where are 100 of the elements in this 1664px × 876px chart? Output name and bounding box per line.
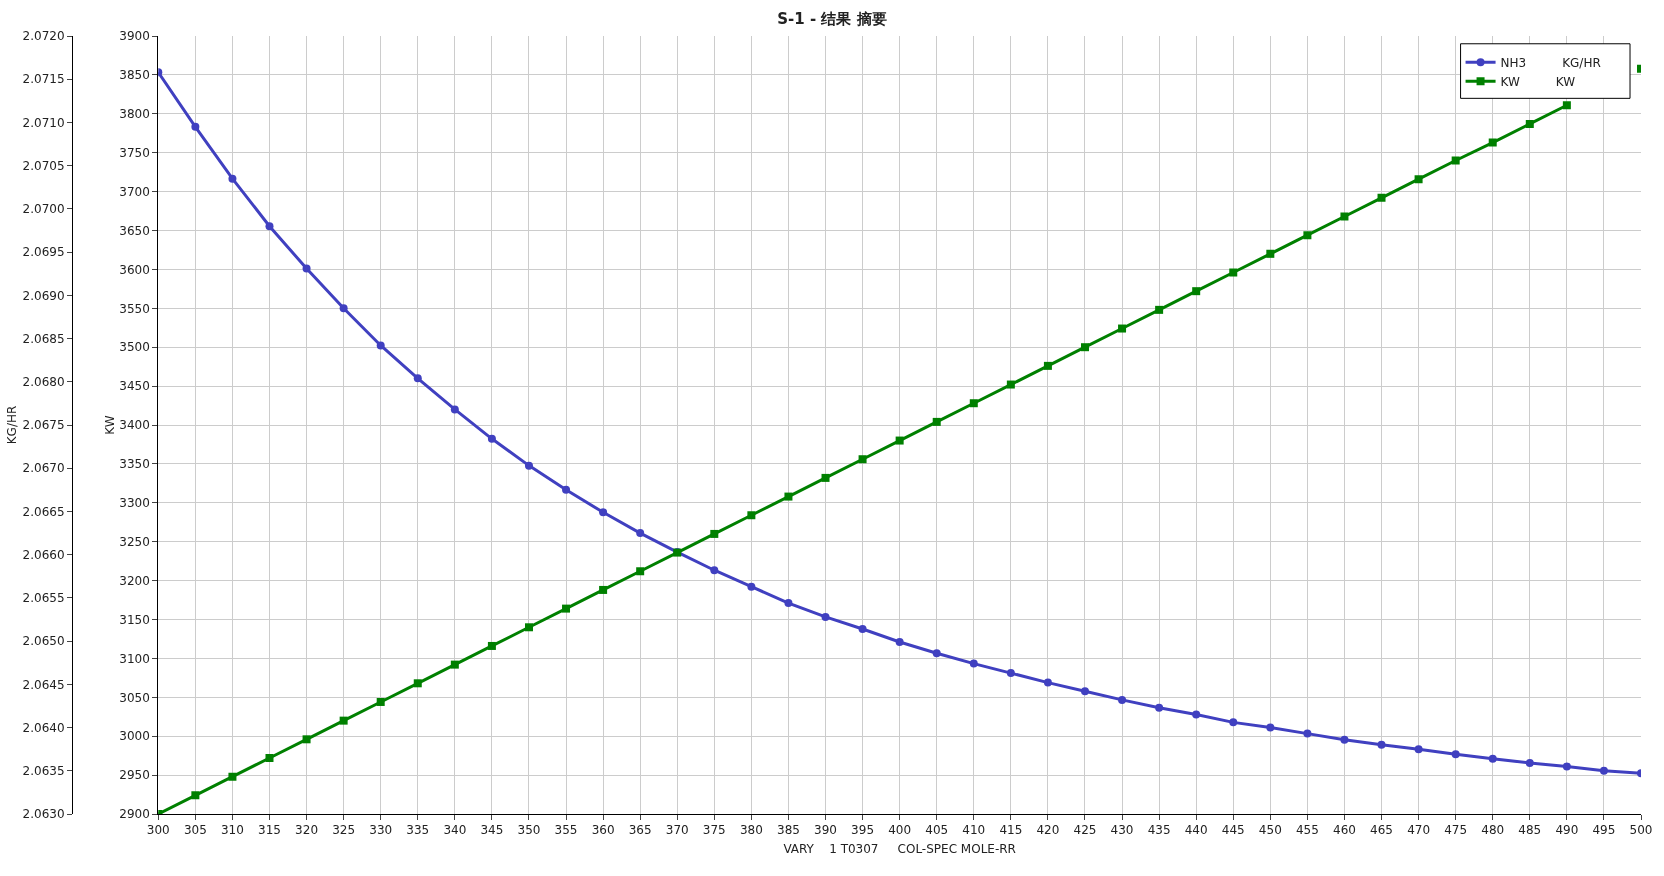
y2-tick-label: 3000 — [119, 729, 150, 744]
point — [1525, 119, 1534, 128]
point — [191, 122, 200, 131]
y-tick-label: 2.0645 — [22, 677, 65, 692]
y2-tick-label: 3600 — [119, 262, 150, 277]
point — [1303, 729, 1312, 738]
point — [747, 582, 756, 591]
y-tick-label: 2.0630 — [22, 807, 65, 822]
y-tick-label: 2.0660 — [22, 547, 65, 562]
y2-tick-label: 3650 — [119, 223, 150, 238]
point — [1488, 138, 1497, 147]
point — [562, 485, 571, 494]
x-tick-label: 440 — [1184, 823, 1208, 838]
x-tick-label: 400 — [888, 823, 912, 838]
point — [302, 264, 311, 273]
point — [450, 405, 459, 414]
point — [1229, 268, 1238, 277]
point — [413, 679, 422, 688]
y2-tick-label: 3750 — [119, 145, 150, 160]
x-tick-label: 465 — [1370, 823, 1393, 838]
point — [821, 473, 830, 482]
x-tick-label: 495 — [1592, 823, 1616, 838]
x-axis-title: VARY 1 T0307 COL-SPEC MOLE-RR — [783, 842, 1016, 857]
x-tick-label: 360 — [591, 823, 615, 838]
point — [636, 567, 645, 576]
point — [1562, 762, 1571, 771]
point — [1377, 193, 1386, 202]
point — [562, 604, 571, 613]
point — [1006, 669, 1015, 678]
x-tick-label: 355 — [554, 823, 578, 838]
x-tick-label: 370 — [665, 823, 689, 838]
x-tick-label: 410 — [962, 823, 986, 838]
y-tick-label: 2.0640 — [22, 720, 65, 735]
point — [1488, 754, 1497, 763]
x-tick-label: 395 — [851, 823, 875, 838]
x-tick-label: 450 — [1258, 823, 1282, 838]
point — [932, 649, 941, 658]
point — [1414, 175, 1423, 184]
point — [1229, 718, 1238, 727]
x-tick-label: 375 — [702, 823, 726, 838]
point — [228, 772, 237, 781]
point — [895, 436, 904, 445]
point — [1562, 101, 1571, 110]
x-tick-label: 305 — [183, 823, 207, 838]
point — [413, 374, 422, 383]
y-tick-label: 2.0635 — [22, 763, 65, 778]
x-tick-label: 310 — [220, 823, 244, 838]
point — [1080, 343, 1089, 352]
x-tick-label: 460 — [1333, 823, 1356, 838]
y2-tick-label: 3700 — [119, 184, 150, 199]
y2-tick-label: 3350 — [119, 457, 150, 472]
point — [1006, 380, 1015, 389]
x-tick-label: 320 — [295, 823, 319, 838]
point — [339, 304, 348, 313]
point — [487, 641, 496, 650]
point — [1266, 249, 1275, 258]
y-tick-label: 2.0720 — [22, 29, 65, 44]
point — [784, 492, 793, 501]
y2-tick-label: 2900 — [119, 807, 150, 822]
x-tick-label: 390 — [814, 823, 837, 838]
point — [1080, 687, 1089, 696]
y2-tick-label: 3300 — [119, 496, 150, 510]
x-tick-label: 455 — [1295, 823, 1319, 838]
y-tick-label: 2.0695 — [22, 245, 65, 260]
x-tick-label: 380 — [739, 823, 763, 838]
x-tick-label: 315 — [258, 823, 281, 838]
point — [376, 341, 385, 350]
point — [969, 659, 978, 668]
point — [747, 511, 756, 520]
point — [1599, 766, 1608, 775]
point — [895, 637, 904, 646]
point — [487, 434, 496, 443]
y2-tick-label: 3500 — [119, 340, 150, 355]
x-tick-label: 480 — [1481, 823, 1505, 838]
x-tick-label: 500 — [1629, 823, 1653, 838]
y-axis-title: KG/HR — [4, 405, 19, 445]
x-tick-label: 430 — [1110, 823, 1134, 838]
x-tick-label: 490 — [1555, 823, 1579, 838]
point — [265, 222, 274, 231]
point — [1118, 324, 1127, 333]
x-tick-label: 325 — [332, 823, 356, 838]
point — [1043, 678, 1052, 687]
y-tick-label: 2.0675 — [22, 418, 65, 433]
point — [858, 455, 867, 464]
y2-tick-label: 3850 — [119, 68, 150, 83]
legend-label: KW KW — [1500, 74, 1576, 89]
point — [228, 174, 237, 183]
point — [599, 585, 608, 594]
point — [636, 529, 645, 538]
point — [339, 716, 348, 725]
x-tick-label: 350 — [517, 823, 541, 838]
x-tick-label: 485 — [1518, 823, 1542, 838]
x-tick-label: 475 — [1444, 823, 1468, 838]
point — [524, 623, 533, 632]
point — [969, 399, 978, 408]
y-tick-label: 2.0710 — [22, 115, 65, 130]
y-tick-label: 2.0690 — [22, 288, 65, 303]
x-tick-label: 405 — [925, 823, 949, 838]
point — [524, 461, 533, 470]
y2-tick-label: 3050 — [119, 690, 150, 705]
